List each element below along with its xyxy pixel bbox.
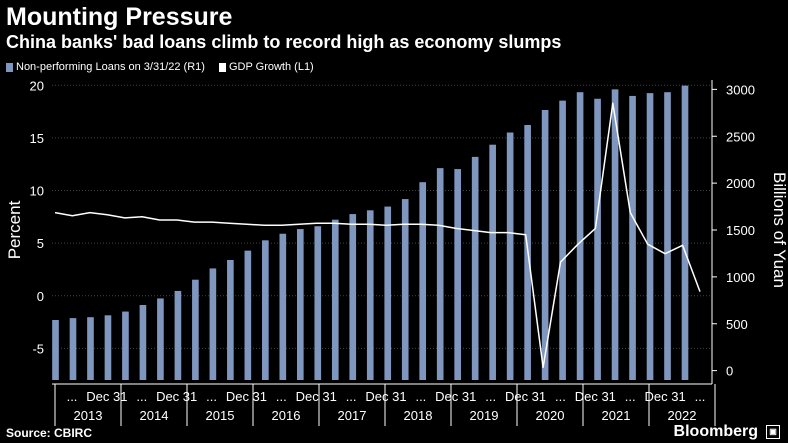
legend-label-gdp: GDP Growth (L1) (228, 61, 314, 73)
x-year-label: 2015 (206, 408, 235, 423)
y-left-tick-label: 0 (37, 289, 44, 304)
chart-title: Mounting Pressure (6, 3, 233, 31)
y-left-tick-label: 20 (30, 78, 44, 93)
x-tick-label: ... (276, 389, 287, 404)
x-tick-label: ... (67, 389, 78, 404)
npl-bar (454, 169, 462, 380)
npl-bar (314, 226, 322, 380)
x-tick-label: ... (136, 389, 147, 404)
legend-swatch-gdp (218, 62, 226, 72)
source-note: Source: CBIRC (6, 426, 93, 440)
x-tick-label: Dec 31 (226, 389, 267, 404)
npl-bar (629, 95, 636, 380)
npl-bar (384, 206, 392, 380)
y-left-tick-label: -5 (32, 341, 44, 356)
npl-bar (489, 144, 496, 380)
chart-legend: Non-performing Loans on 3/31/22 (R1) GDP… (6, 60, 314, 74)
npl-bar (227, 260, 234, 380)
x-tick-label: ... (555, 389, 566, 404)
x-year-label: 2013 (74, 408, 103, 423)
x-year-label: 2019 (470, 408, 499, 423)
x-year-label: 2020 (536, 408, 565, 423)
x-tick-label: ... (346, 389, 357, 404)
y-left-tick-label: 5 (37, 236, 44, 251)
npl-bar (157, 298, 164, 380)
legend-swatch-npl (6, 62, 13, 72)
npl-bar (506, 132, 514, 380)
npl-bar (349, 214, 357, 380)
x-tick-label: Dec 31 (86, 389, 127, 404)
bloomberg-logo-icon: ▣ (766, 425, 780, 439)
legend-item-npl: Non-performing Loans on 3/31/22 (R1) (6, 60, 205, 74)
x-tick-label: ... (206, 389, 217, 404)
npl-bar (646, 93, 654, 380)
x-year-label: 2018 (404, 408, 433, 423)
npl-bar (122, 311, 129, 380)
y-left-tick-label: 15 (30, 131, 44, 146)
y-right-tick-label: 2500 (726, 129, 755, 144)
npl-bar (471, 156, 479, 380)
x-tick-label: ... (415, 389, 426, 404)
x-year-label: 2016 (272, 408, 301, 423)
npl-bar (104, 315, 112, 380)
npl-bar (244, 250, 252, 380)
npl-bar (209, 268, 217, 380)
x-year-label: 2017 (338, 408, 367, 423)
gdp-growth-line (54, 102, 701, 369)
y-right-tick-label: 500 (726, 317, 748, 332)
npl-bar (541, 110, 549, 380)
y-right-tick-label: 0 (726, 364, 733, 379)
npl-bar (576, 92, 584, 380)
npl-bar (594, 98, 601, 380)
npl-bar (52, 320, 59, 380)
x-year-label: 2014 (140, 408, 169, 423)
npl-bar (419, 182, 427, 380)
y-right-tick-label: 1000 (726, 270, 755, 285)
npl-bar (331, 219, 339, 380)
x-tick-label: Dec 31 (296, 389, 337, 404)
y-left-axis-title: Percent (5, 200, 24, 259)
y-left-tick-label: 10 (30, 184, 44, 199)
x-tick-label: Dec 31 (156, 389, 197, 404)
x-year-label: 2022 (668, 408, 697, 423)
x-tick-label: ... (485, 389, 496, 404)
x-tick-label: ... (625, 389, 636, 404)
y-right-tick-label: 2000 (726, 176, 755, 191)
npl-bar (296, 229, 304, 380)
x-tick-label: Dec 31 (575, 389, 616, 404)
npl-bar (611, 89, 619, 380)
npl-bar (401, 199, 409, 380)
y-right-axis-title: Billions of Yuan (770, 172, 788, 288)
npl-bar (192, 279, 199, 380)
x-tick-label: Dec 31 (505, 389, 546, 404)
y-right-tick-label: 3000 (726, 82, 755, 97)
y-right-tick-label: 1500 (726, 223, 755, 238)
x-tick-label: ... (695, 389, 706, 404)
npl-bar (366, 210, 374, 380)
chart-subtitle: China banks' bad loans climb to record h… (6, 32, 562, 52)
brand-name: Bloomberg (673, 423, 758, 440)
npl-bar (681, 85, 689, 380)
x-tick-label: Dec 31 (365, 389, 406, 404)
npl-bar (69, 318, 77, 380)
npl-bar (174, 290, 182, 380)
x-tick-label: Dec 31 (435, 389, 476, 404)
npl-bar (436, 168, 444, 380)
npl-bar (559, 100, 566, 380)
npl-bar (279, 233, 287, 380)
legend-item-gdp: GDP Growth (L1) (218, 60, 314, 74)
npl-bar (87, 317, 94, 380)
npl-bar (262, 240, 269, 380)
npl-bar (664, 92, 671, 380)
legend-label-npl: Non-performing Loans on 3/31/22 (R1) (16, 61, 205, 73)
x-year-label: 2021 (602, 408, 631, 423)
x-tick-label: Dec 31 (645, 389, 686, 404)
npl-bar (139, 305, 147, 380)
